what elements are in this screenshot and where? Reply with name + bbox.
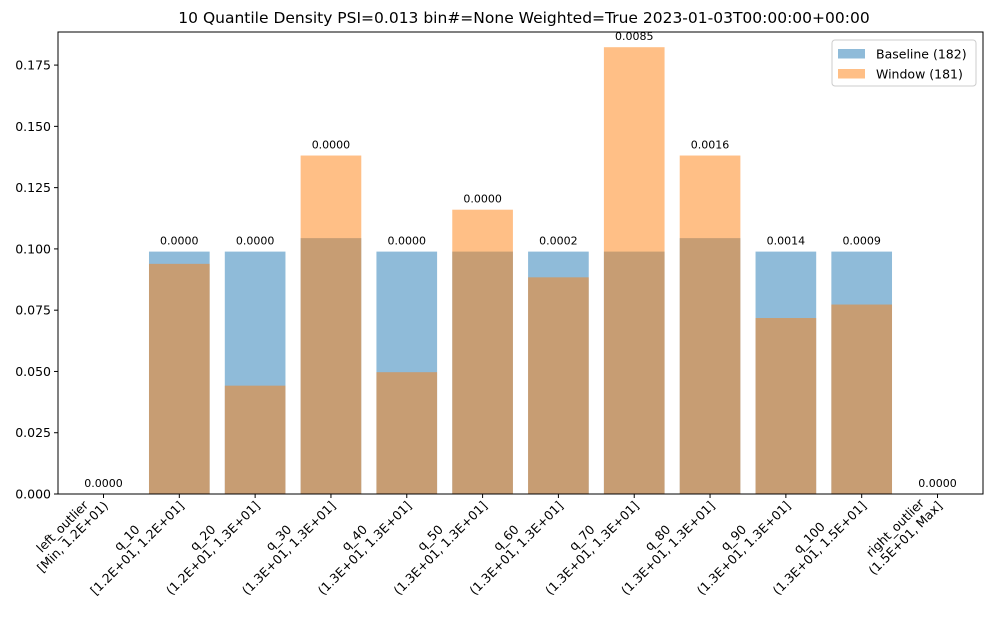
bars-layer: [148, 47, 893, 495]
bar-label-9: 0.0014: [767, 235, 806, 248]
bar-label-8: 0.0016: [691, 139, 730, 152]
bar-window-5: [452, 209, 513, 494]
y-tick-label-1: 0.025: [15, 425, 51, 440]
bar-window-1: [148, 263, 210, 494]
legend-swatch-1: [838, 69, 865, 79]
legend-label-1: Window (181): [876, 67, 963, 82]
x-tick-label-11: right_outlier(1.5E+01, Max]: [855, 488, 945, 578]
bar-window-7: [603, 47, 665, 495]
bar-label-5: 0.0000: [463, 193, 502, 206]
bar-label-6: 0.0002: [539, 235, 578, 248]
bar-window-9: [755, 318, 817, 494]
bar-window-10: [831, 304, 893, 494]
bar-labels-layer: 0.0000 0.0000 0.0000 0.0000 0.0000 0.0000 0.00…: [84, 30, 957, 490]
bar-window-2: [224, 385, 286, 494]
bar-label-10: 0.0009: [842, 235, 881, 248]
bar-window-4: [376, 372, 438, 494]
y-tick-label-3: 0.075: [15, 303, 51, 318]
legend-label-0: Baseline (182): [876, 47, 967, 62]
legend-swatch-0: [838, 49, 865, 59]
y-tick-label-0: 0.000: [15, 487, 51, 502]
chart-title: 10 Quantile Density PSI=0.013 bin#=None …: [178, 9, 869, 27]
bar-label-11: 0.0000: [918, 477, 957, 490]
x-axis: left_outlier[Min, 1.2E+01) q_10[1.2E+01, …: [33, 488, 945, 598]
bar-window-8: [679, 155, 741, 494]
y-tick-label-5: 0.125: [15, 180, 51, 195]
y-axis: 0.000 0.025 0.050 0.075 0.100 0.125 0.150 0.175: [15, 58, 58, 502]
y-tick-label-2: 0.050: [15, 364, 51, 379]
y-tick-label-6: 0.150: [15, 119, 51, 134]
plot-frame: [57, 31, 984, 495]
bar-label-7: 0.0085: [615, 30, 654, 43]
bar-label-4: 0.0000: [388, 235, 427, 248]
bar-label-2: 0.0000: [236, 235, 275, 248]
bar-window-3: [300, 155, 362, 494]
legend: Baseline (182) Window (181): [831, 39, 977, 87]
y-tick-label-7: 0.175: [15, 58, 51, 73]
bar-label-0: 0.0000: [84, 477, 123, 490]
bar-label-1: 0.0000: [160, 235, 199, 248]
bar-label-3: 0.0000: [312, 139, 351, 152]
bar-window-6: [528, 277, 589, 494]
legend-box: [831, 39, 977, 87]
y-tick-label-4: 0.100: [15, 241, 51, 256]
